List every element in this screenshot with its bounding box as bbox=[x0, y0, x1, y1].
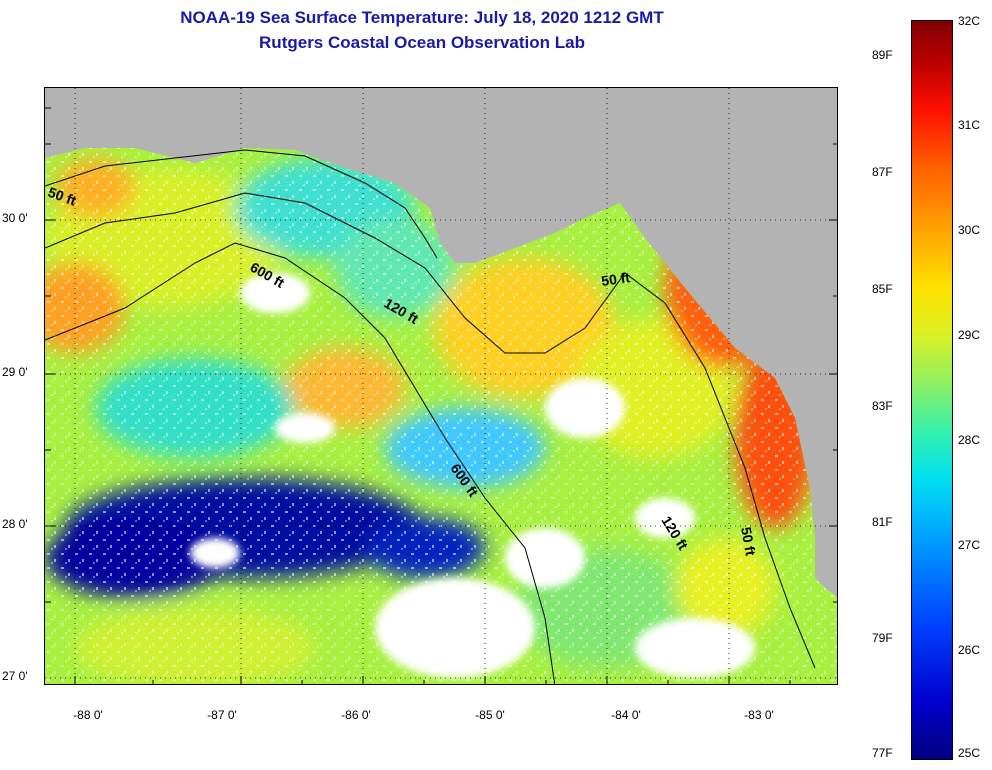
temperature-colorbar bbox=[911, 20, 953, 760]
colorbar-fahrenheit-label: 79F bbox=[872, 631, 893, 645]
contour-label: 50 ft bbox=[738, 526, 759, 557]
longitude-label: -84 0' bbox=[611, 708, 641, 722]
colorbar-fahrenheit-label: 87F bbox=[872, 165, 893, 179]
longitude-label: -88 0' bbox=[73, 708, 103, 722]
colorbar-fahrenheit-label: 77F bbox=[872, 746, 893, 760]
colorbar-celsius-label: 29C bbox=[958, 328, 981, 342]
depth-contours bbox=[45, 149, 816, 684]
colorbar-fahrenheit-label: 83F bbox=[872, 399, 893, 413]
longitude-label: -87 0' bbox=[207, 708, 237, 722]
sst-map-canvas: 50 ft 600 ft 120 ft 50 ft 120 ft 50 ft 6… bbox=[45, 88, 837, 684]
colorbar-celsius-label: 28C bbox=[958, 433, 981, 447]
longitude-label: -85 0' bbox=[475, 708, 505, 722]
colorbar-celsius-label: 31C bbox=[958, 118, 981, 132]
longitude-label: -86 0' bbox=[341, 708, 371, 722]
latitude-label: 29 0' bbox=[2, 365, 28, 379]
sst-map: 50 ft 600 ft 120 ft 50 ft 120 ft 50 ft 6… bbox=[44, 87, 838, 685]
latitude-label: 27 0' bbox=[2, 669, 28, 683]
colorbar-celsius-label: 27C bbox=[958, 538, 981, 552]
longitude-label: -83 0' bbox=[744, 708, 774, 722]
colorbar-fahrenheit-label: 85F bbox=[872, 282, 893, 296]
latitude-label: 30 0' bbox=[2, 211, 28, 225]
colorbar-celsius-label: 25C bbox=[958, 746, 981, 760]
contour-label: 50 ft bbox=[600, 269, 631, 289]
map-subtitle: Rutgers Coastal Ocean Observation Lab bbox=[259, 33, 585, 52]
map-title: NOAA-19 Sea Surface Temperature: July 18… bbox=[180, 8, 664, 27]
colorbar-fahrenheit-label: 89F bbox=[872, 48, 893, 62]
colorbar-celsius-label: 30C bbox=[958, 223, 981, 237]
colorbar-fahrenheit-label: 81F bbox=[872, 515, 893, 529]
latitude-label: 28 0' bbox=[2, 517, 28, 531]
colorbar-celsius-label: 32C bbox=[958, 14, 981, 28]
colorbar-celsius-label: 26C bbox=[958, 643, 981, 657]
